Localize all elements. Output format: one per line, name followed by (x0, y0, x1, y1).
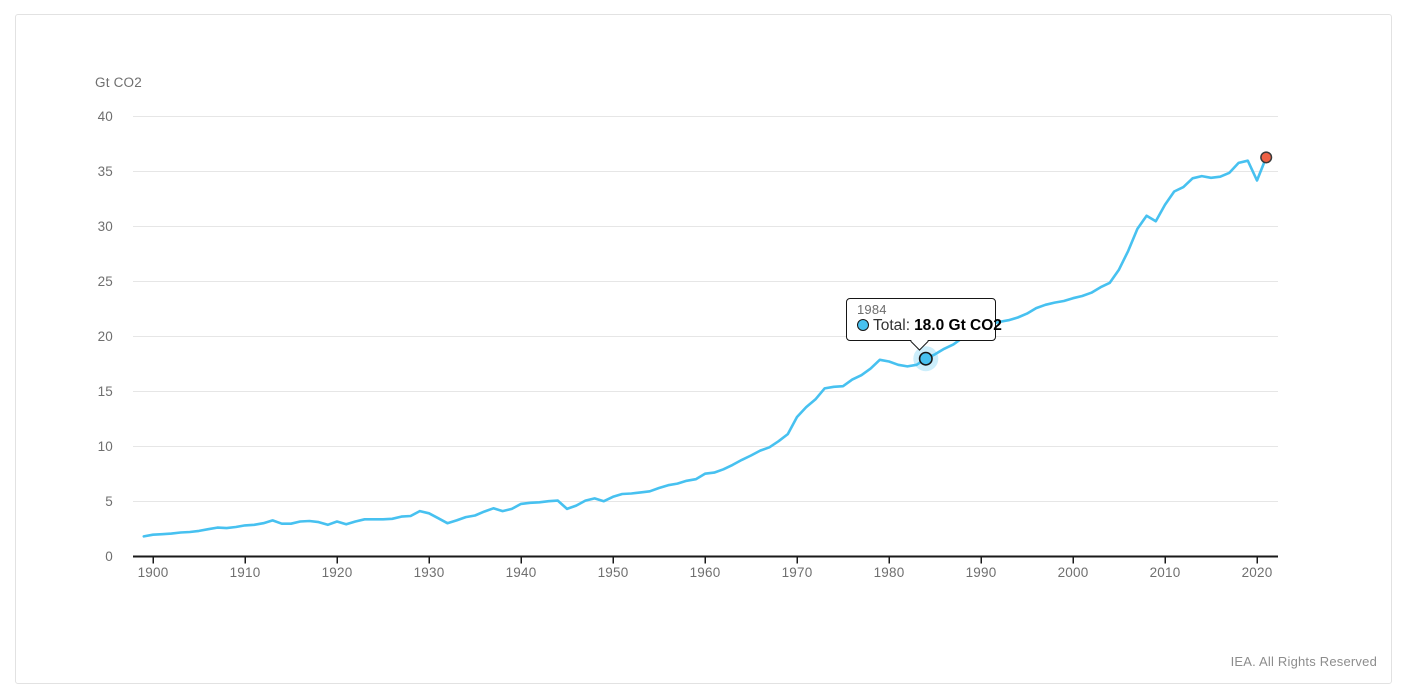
x-tick-label-2000: 2000 (1058, 565, 1089, 580)
x-tick-label-2010: 2010 (1150, 565, 1181, 580)
y-tick-label-5: 5 (105, 494, 113, 509)
tooltip-year: 1984 (857, 302, 887, 317)
y-tick-label-30: 30 (98, 219, 113, 234)
y-tick-label-40: 40 (98, 109, 113, 124)
emissions-line (142, 156, 1268, 538)
tooltip-body: Total: 18.0 Gt CO2 (857, 317, 1002, 335)
y-axis-unit-label: Gt CO2 (95, 75, 142, 90)
y-tick-label-25: 25 (98, 274, 113, 289)
y-tick-label-35: 35 (98, 164, 113, 179)
x-tick-label-1940: 1940 (506, 565, 537, 580)
highlight-point-1984[interactable] (918, 351, 933, 366)
tooltip: 1984 Total: 18.0 Gt CO2 (846, 298, 1002, 351)
last-point-2021[interactable] (1260, 151, 1273, 164)
x-tick-label-1970: 1970 (782, 565, 813, 580)
x-tick-label-1960: 1960 (690, 565, 721, 580)
chart-card (15, 14, 1392, 684)
x-tick-label-1920: 1920 (322, 565, 353, 580)
tooltip-series-label: Total: (873, 317, 911, 334)
x-tick-label-1910: 1910 (230, 565, 261, 580)
y-tick-label-20: 20 (98, 329, 113, 344)
footer-credit: IEA. All Rights Reserved (1230, 654, 1377, 669)
x-tick-label-2020: 2020 (1242, 565, 1273, 580)
x-tick-label-1930: 1930 (414, 565, 445, 580)
y-tick-label-0: 0 (105, 549, 113, 564)
x-tick-label-1900: 1900 (138, 565, 169, 580)
x-tick-label-1950: 1950 (598, 565, 629, 580)
tooltip-value: 18.0 Gt CO2 (914, 317, 1002, 334)
x-tick-label-1990: 1990 (966, 565, 997, 580)
y-tick-label-15: 15 (98, 384, 113, 399)
y-tick-label-10: 10 (98, 439, 113, 454)
x-tick-label-1980: 1980 (874, 565, 905, 580)
series-marker-icon (857, 319, 869, 331)
